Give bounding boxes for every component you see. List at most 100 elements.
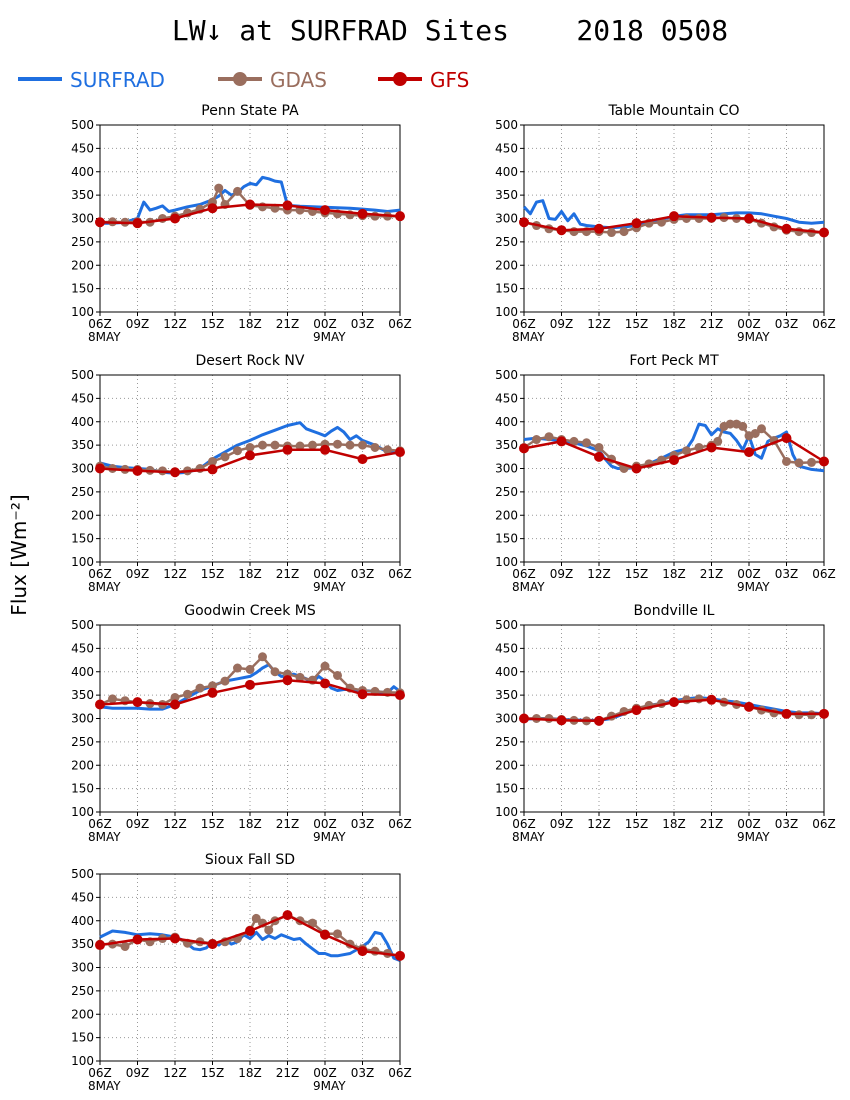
- y-tick-label: 100: [71, 1054, 94, 1068]
- data-point-gfs: [781, 223, 792, 234]
- y-tick-label: 250: [495, 735, 518, 749]
- data-point-gfs: [170, 467, 180, 478]
- data-point-gfs: [669, 455, 679, 466]
- x-tick-label: 15Z: [201, 317, 225, 331]
- y-tick-label: 400: [495, 415, 518, 429]
- y-tick-label: 500: [495, 368, 518, 382]
- data-point-gfs: [781, 433, 792, 444]
- data-point-gdas: [245, 442, 255, 452]
- data-point-gfs: [519, 217, 529, 228]
- x-tick-label: 03Z: [351, 567, 375, 581]
- x-tick-label: 00Z: [313, 317, 337, 331]
- data-point-gfs: [357, 689, 368, 700]
- x-tick-label: 12Z: [163, 567, 187, 581]
- data-point-gfs: [357, 946, 368, 957]
- legend: SURFRAD GDAS GFS: [18, 68, 469, 92]
- data-point-gfs: [132, 697, 143, 708]
- panel-title: Penn State PA: [201, 103, 299, 119]
- y-tick-label: 350: [495, 188, 518, 202]
- x-tick-label: 18Z: [238, 317, 262, 331]
- x-tick-label: 00Z: [737, 567, 761, 581]
- x-tick-label: 12Z: [163, 317, 187, 331]
- y-tick-label: 200: [71, 1007, 94, 1021]
- y-tick-label: 450: [71, 641, 94, 655]
- x-tick-label: 15Z: [625, 567, 649, 581]
- x-tick-label: 06Z: [88, 317, 112, 331]
- data-point-gfs: [395, 211, 405, 222]
- x-tick-label: 03Z: [351, 1066, 375, 1080]
- x-date-label: 8MAY: [88, 330, 121, 344]
- x-date-label: 8MAY: [88, 830, 121, 844]
- data-point-gdas: [214, 183, 224, 193]
- data-point-gfs: [207, 203, 218, 214]
- y-tick-label: 300: [495, 712, 518, 726]
- data-point-gdas: [532, 435, 541, 445]
- data-point-gfs: [744, 447, 754, 458]
- y-tick-label: 150: [495, 782, 518, 796]
- data-point-gfs: [170, 213, 180, 224]
- data-point-gfs: [631, 463, 642, 474]
- data-point-gdas: [333, 670, 342, 680]
- data-point-gdas: [333, 439, 342, 449]
- panel-desert-rock-nv: Desert Rock NV 100 150 200 250 300 350 400 450 50…: [71, 353, 412, 594]
- data-point-gfs: [519, 443, 529, 454]
- x-tick-label: 18Z: [238, 817, 262, 831]
- legend-item-surfrad: SURFRAD: [18, 68, 165, 92]
- data-point-gdas: [607, 228, 616, 238]
- data-point-gfs: [744, 701, 754, 712]
- x-tick-label: 12Z: [587, 567, 611, 581]
- data-point-gdas: [345, 440, 355, 450]
- data-point-gdas: [220, 452, 230, 462]
- data-point-gfs: [669, 211, 679, 222]
- data-point-gfs: [706, 442, 717, 453]
- y-tick-label: 150: [495, 282, 518, 296]
- data-point-gfs: [669, 697, 679, 708]
- y-tick-label: 150: [71, 532, 94, 546]
- y-tick-label: 350: [495, 688, 518, 702]
- x-tick-label: 09Z: [126, 317, 150, 331]
- data-point-gfs: [706, 212, 717, 223]
- y-tick-label: 400: [71, 665, 94, 679]
- y-tick-label: 500: [71, 118, 94, 132]
- data-point-gfs: [132, 934, 143, 945]
- y-tick-label: 150: [71, 282, 94, 296]
- data-point-gdas: [757, 424, 766, 434]
- x-tick-label: 03Z: [775, 817, 799, 831]
- y-tick-label: 300: [495, 462, 518, 476]
- data-point-gfs: [320, 205, 330, 216]
- data-point-gfs: [207, 939, 218, 950]
- data-point-gfs: [594, 451, 604, 462]
- y-tick-label: 150: [71, 1031, 94, 1045]
- x-tick-label: 06Z: [88, 1066, 112, 1080]
- data-point-gdas: [233, 663, 242, 673]
- x-tick-label: 00Z: [313, 1066, 337, 1080]
- data-point-gfs: [282, 200, 293, 211]
- data-point-gfs: [819, 708, 829, 719]
- y-tick-label: 350: [71, 188, 94, 202]
- data-point-gdas: [358, 440, 367, 450]
- legend-marker-gfs: [393, 72, 407, 86]
- x-date-label: 9MAY: [737, 330, 770, 344]
- x-tick-label: 15Z: [201, 1066, 225, 1080]
- x-date-label: 8MAY: [512, 580, 545, 594]
- x-date-label: 8MAY: [512, 830, 545, 844]
- y-tick-label: 250: [71, 485, 94, 499]
- x-tick-label: 06Z: [88, 567, 112, 581]
- y-tick-label: 100: [71, 555, 94, 569]
- x-tick-label: 03Z: [351, 317, 375, 331]
- data-point-gfs: [245, 199, 255, 210]
- x-tick-label: 06Z: [388, 1066, 412, 1080]
- y-tick-label: 450: [495, 641, 518, 655]
- x-tick-label: 06Z: [512, 317, 536, 331]
- x-date-label: 8MAY: [88, 1079, 121, 1093]
- data-point-gfs: [207, 464, 218, 475]
- y-tick-label: 200: [495, 758, 518, 772]
- x-tick-label: 18Z: [662, 817, 686, 831]
- y-tick-label: 450: [71, 391, 94, 405]
- x-tick-label: 09Z: [126, 1066, 150, 1080]
- x-tick-label: 18Z: [662, 317, 686, 331]
- data-point-gdas: [738, 421, 748, 431]
- data-point-gfs: [395, 950, 405, 961]
- y-tick-label: 300: [71, 212, 94, 226]
- data-point-gdas: [270, 440, 280, 450]
